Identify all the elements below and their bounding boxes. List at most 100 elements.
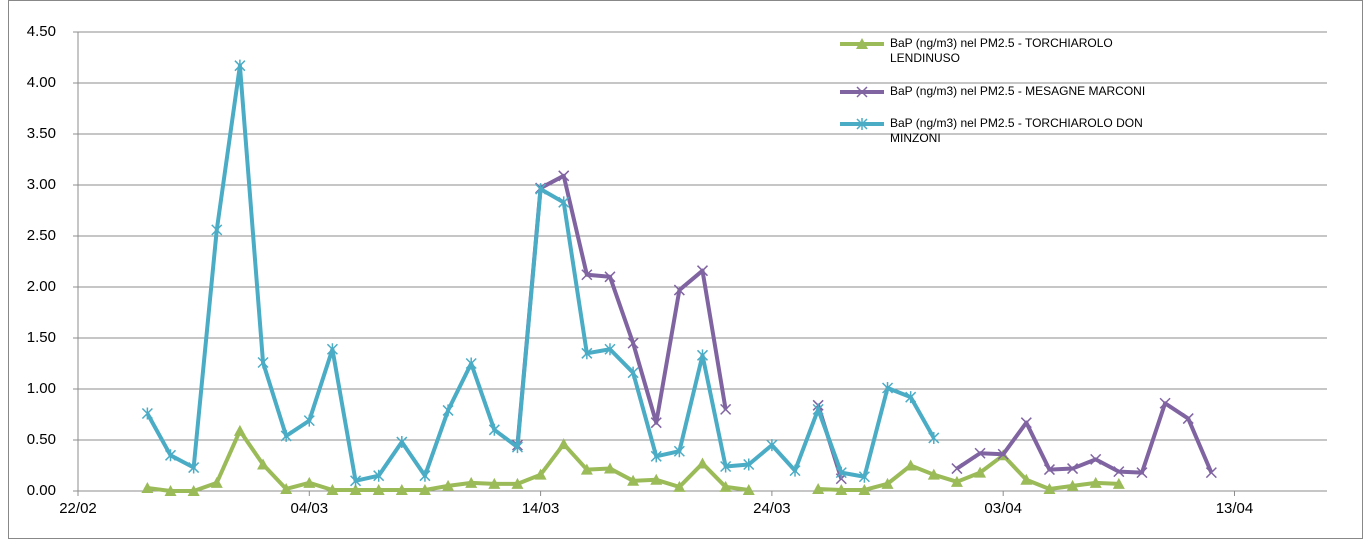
marker [650, 450, 662, 463]
y-tick-label: 2.00 [27, 278, 56, 295]
marker [257, 458, 270, 470]
y-tick-label: 1.00 [27, 380, 56, 397]
marker [234, 59, 246, 72]
marker [395, 483, 408, 495]
x-tick-label: 22/02 [59, 500, 97, 517]
marker [581, 269, 593, 281]
marker [1043, 482, 1056, 494]
marker [766, 439, 778, 452]
x-tick-label: 14/03 [522, 500, 560, 517]
y-tick-label: 4.50 [27, 23, 56, 40]
x-tick-label: 03/04 [984, 500, 1022, 517]
marker [696, 457, 709, 469]
marker [673, 480, 686, 492]
marker [950, 475, 963, 487]
marker [719, 480, 732, 492]
marker [303, 476, 316, 488]
marker [1043, 464, 1055, 476]
series-line [515, 173, 1214, 480]
marker [233, 424, 246, 436]
marker [418, 483, 431, 495]
marker [350, 474, 362, 487]
marker [534, 468, 547, 480]
marker [604, 343, 616, 356]
legend-label: BaP (ng/m3) nel PM2.5 - MESAGNE MARCONI [890, 84, 1146, 98]
legend-swatch [840, 118, 884, 130]
marker [511, 477, 524, 489]
marker [1136, 467, 1148, 479]
marker [696, 265, 709, 277]
chart-border [8, 0, 1363, 539]
marker [164, 449, 177, 462]
marker [997, 448, 1009, 460]
marker [187, 485, 200, 496]
marker [928, 431, 940, 444]
marker [856, 118, 868, 130]
marker [557, 438, 570, 450]
marker [326, 343, 338, 356]
legend: BaP (ng/m3) nel PM2.5 - TORCHIAROLO LEND… [838, 36, 1238, 164]
marker [1113, 466, 1125, 478]
marker [673, 284, 685, 296]
marker [858, 483, 871, 495]
marker [789, 464, 801, 477]
marker [188, 461, 200, 474]
y-tick-label: 0.50 [27, 431, 56, 448]
marker [720, 460, 732, 473]
y-tick-label: 0.00 [27, 482, 56, 499]
x-tick-label: 24/03 [753, 500, 791, 517]
marker [720, 403, 732, 415]
marker [627, 474, 640, 486]
legend-item: BaP (ng/m3) nel PM2.5 - TORCHIAROLO LEND… [838, 36, 1230, 84]
marker [1182, 413, 1194, 425]
marker [211, 223, 223, 236]
marker [812, 403, 824, 416]
marker [558, 170, 570, 182]
marker [465, 357, 477, 370]
marker [280, 482, 293, 494]
marker [1066, 479, 1079, 491]
x-tick-label: 13/04 [1216, 500, 1254, 517]
marker [856, 38, 868, 49]
marker [650, 417, 662, 429]
marker [604, 271, 616, 283]
x-tick-label: 04/03 [291, 500, 329, 517]
marker [465, 476, 478, 488]
marker [603, 462, 616, 474]
marker [372, 483, 385, 495]
marker [627, 366, 639, 379]
marker [673, 445, 685, 458]
marker [580, 463, 593, 475]
marker [974, 466, 987, 478]
marker [627, 337, 639, 349]
marker [974, 447, 986, 459]
marker [141, 481, 154, 493]
marker [904, 459, 917, 471]
marker [442, 404, 454, 417]
marker [905, 391, 917, 404]
marker [1159, 397, 1171, 409]
marker [1067, 463, 1079, 475]
marker [1205, 467, 1217, 479]
marker [835, 483, 848, 495]
marker [581, 347, 593, 360]
marker [303, 414, 315, 427]
series-line [145, 63, 936, 483]
marker [488, 423, 500, 436]
marker [927, 468, 940, 480]
marker [951, 463, 963, 475]
marker [742, 483, 755, 495]
marker [858, 470, 870, 483]
marker [164, 485, 177, 496]
legend-swatch [840, 86, 884, 98]
marker [488, 477, 501, 489]
marker [812, 482, 825, 494]
marker [326, 483, 339, 495]
marker [1020, 417, 1032, 429]
y-tick-label: 3.50 [27, 125, 56, 142]
marker [558, 196, 570, 209]
marker [535, 183, 547, 196]
marker [511, 441, 523, 454]
